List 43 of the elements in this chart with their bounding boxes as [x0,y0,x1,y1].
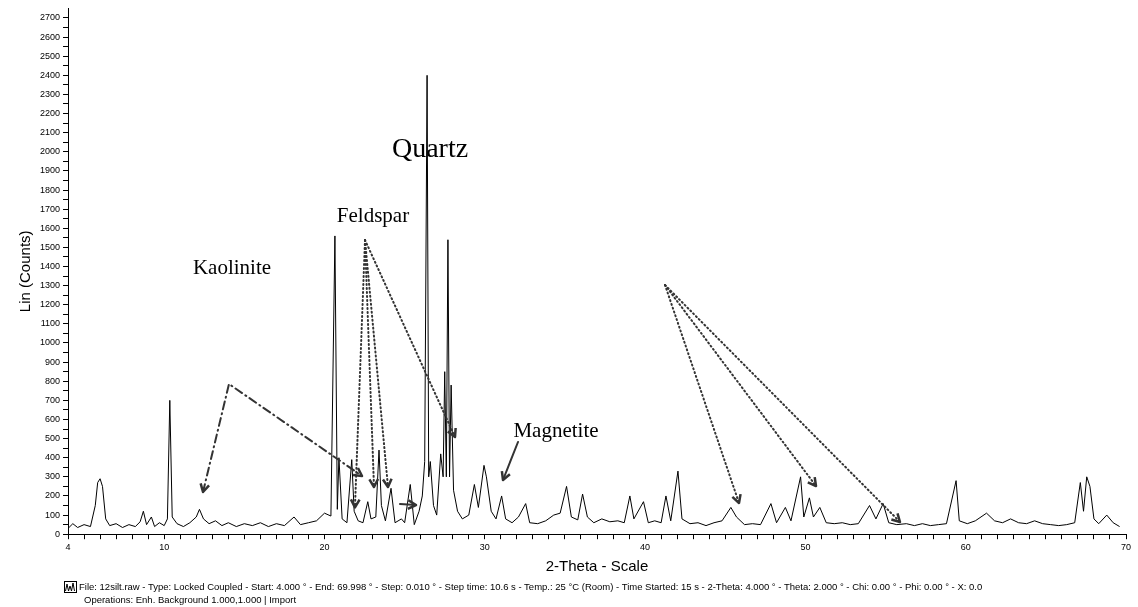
y-tick-label: 800 [44,375,61,386]
y-tick-label: 1600 [39,222,61,233]
y-tick-label: 400 [44,452,61,463]
y-tick-label: 1100 [40,318,61,329]
x-tick-label: 40 [640,542,651,553]
y-tick-label: 1700 [39,203,61,214]
y-axis-title: Lin (Counts) [16,230,34,313]
x-tick-label: 20 [319,542,330,553]
y-tick-label: 600 [44,413,61,424]
y-tick-label: 2100 [39,127,61,138]
y-tick-label: 500 [44,433,61,444]
text: File: 12silt.raw - Type: Locked Coupled - Start: 4.000 ° - End: 69.998 ° - Step: 0.010 ° - Step time: 10.6 s - Temp.: 25 °C (Room) - Time Started: 15 s - 2-Theta: 4.000 ° - Theta: 2.000 ° - Chi: 0.00 ° - Phi: 0.00 ° - X: 0.0 [78,580,983,593]
y-tick-label: 0 [55,528,61,539]
y-tick-label: 2700 [39,12,61,23]
y-tick-label: 1800 [39,184,61,195]
y-tick-label: 700 [44,394,61,405]
x-tick-label: 30 [479,542,490,553]
annotation: Kaolinite [192,254,272,279]
annotation: Magnetite [513,417,599,442]
y-tick-label: 1400 [39,261,61,271]
y-tick-label: 900 [44,356,61,367]
x-axis-title: 2-Theta - Scale [545,557,649,575]
y-tick-label: 200 [44,490,61,501]
x-tick-label: 4 [65,542,71,553]
y-tick-label: 1500 [39,241,61,252]
y-tick-label: 300 [44,471,61,482]
x-tick-label: 10 [159,542,170,553]
x-tick-label: 70 [1120,542,1132,553]
y-tick-label: 1000 [39,337,61,348]
y-tick-label: 1300 [39,280,61,291]
y-tick-label: 2400 [39,69,61,80]
text: Operations: Enh. Background 1.000,1.000 | Import [83,593,298,606]
y-tick-label: 2000 [39,146,61,157]
y-tick-label: 2600 [39,31,61,42]
y-tick-label: 1200 [39,299,61,310]
annotation: Feldspar [336,202,410,227]
y-tick-label: 2200 [39,108,61,119]
y-tick-label: 100 [44,509,61,520]
y-tick-label: 1900 [39,165,61,176]
y-tick-label: 2500 [39,50,61,61]
x-tick-label: 60 [960,542,971,553]
y-tick-label: 2300 [39,88,61,99]
x-tick-label: 50 [800,542,811,553]
